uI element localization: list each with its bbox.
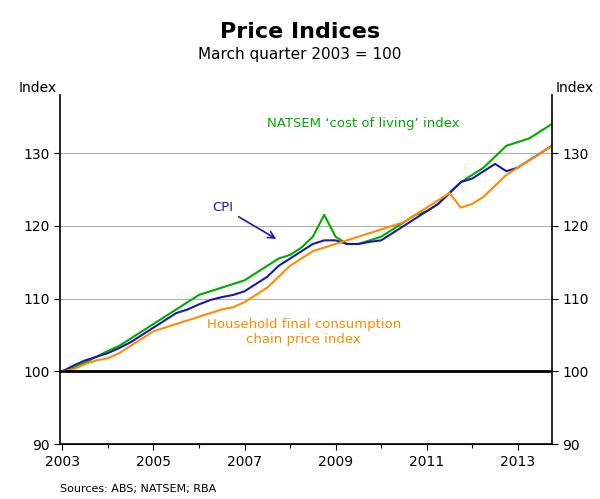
Text: Index: Index xyxy=(18,81,56,95)
Text: Price Indices: Price Indices xyxy=(220,22,380,42)
Text: NATSEM ‘cost of living’ index: NATSEM ‘cost of living’ index xyxy=(267,117,460,130)
Text: CPI: CPI xyxy=(212,201,275,238)
Text: Index: Index xyxy=(556,81,594,95)
Text: March quarter 2003 = 100: March quarter 2003 = 100 xyxy=(199,47,401,62)
Text: Household final consumption
chain price index: Household final consumption chain price … xyxy=(206,318,401,346)
Text: Sources: ABS; NATSEM; RBA: Sources: ABS; NATSEM; RBA xyxy=(60,484,216,494)
